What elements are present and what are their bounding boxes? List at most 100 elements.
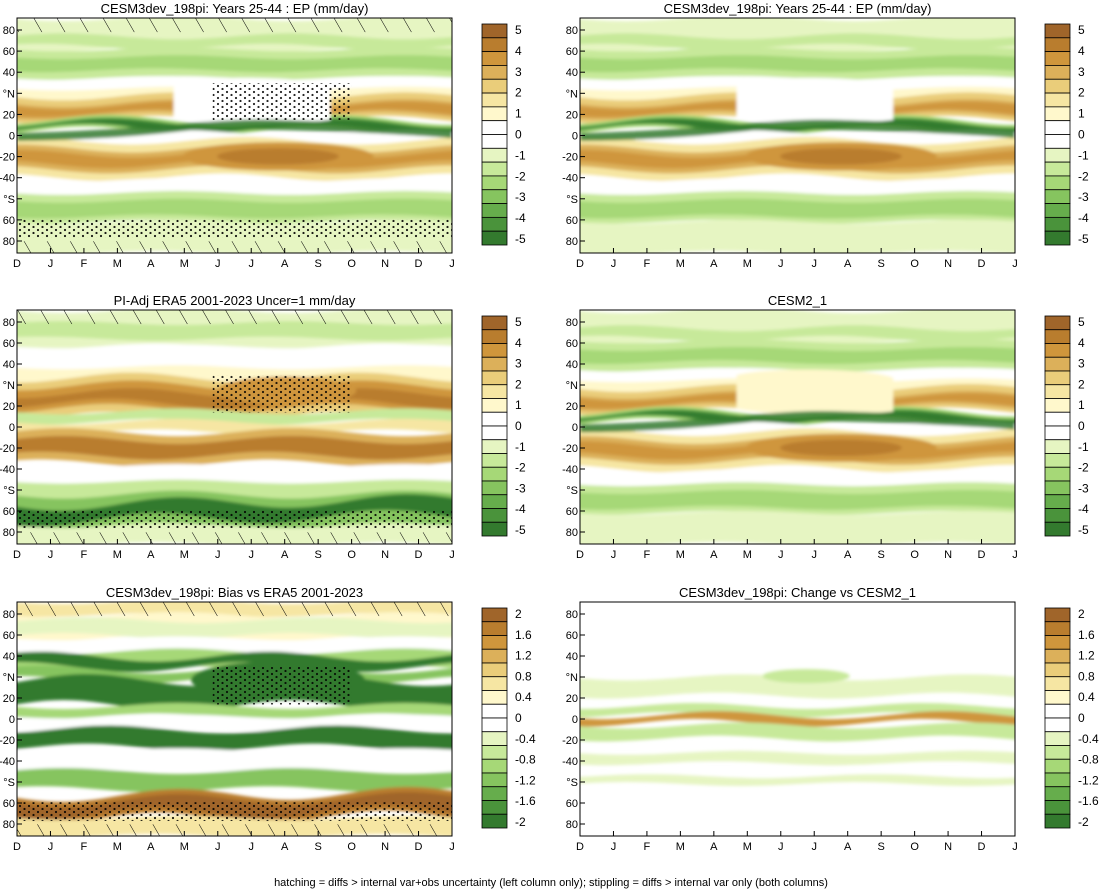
colorbar-box [481,37,508,53]
colorbar-box [1044,813,1071,829]
y-tick-label: °N [3,88,15,100]
colorbar-box [1044,23,1071,39]
x-tick-label: D [13,549,21,561]
colorbar-box [1044,521,1071,537]
colorbar-box [481,772,508,788]
x-tick-label: J [215,549,221,561]
contour-band [17,636,452,654]
x-tick-label: J [811,841,817,853]
colorbar-box [481,521,508,537]
x-tick-label: F [81,841,88,853]
y-tick-label: °N [566,88,578,100]
hatching-north [17,310,452,325]
contour-band [580,177,1015,195]
change-band [580,774,1015,786]
y-tick-label: 40 [566,651,578,663]
colorbar-label: 0 [515,419,522,433]
colorbar-box [1044,772,1071,788]
colorbar-label: 2 [1078,607,1085,621]
x-tick-label: F [644,549,651,561]
colorbar-label: -5 [1078,523,1089,537]
x-tick-label: J [811,549,817,561]
colorbar-box [481,717,508,733]
colorbar-box [481,106,508,122]
x-tick-label: J [811,258,817,270]
x-tick-label: M [180,549,189,561]
panel-6: CESM3dev_198pi: Change vs CESM2_1 D J F M A M J… [562,585,1099,853]
x-tick-label: A [281,258,289,270]
x-tick-label: D [13,841,21,853]
colorbar-box [1044,356,1071,372]
colorbar-box [1044,329,1071,344]
colorbar-label: 2 [1078,86,1085,100]
y-tick-label: 20 [566,693,578,705]
colorbar-label: 2 [515,377,522,391]
y-tick-label: 60 [566,215,578,227]
colorbar-box [481,230,508,246]
y-tick-label: 0 [572,131,578,143]
colorbar-label: -1 [1078,440,1089,454]
colorbar-box [1044,621,1071,636]
x-tick-label: J [1012,258,1018,270]
contour-band [17,418,452,436]
itcz-band [580,411,1015,433]
colorbar-box [481,480,508,496]
colorbar-label: 0.8 [515,669,532,683]
colorbar-box [481,439,508,454]
x-tick-label: J [449,258,455,270]
colorbar-box [481,703,508,719]
x-tick-label: J [449,841,455,853]
colorbar-label: 5 [1078,23,1085,37]
colorbar-label: 1.6 [1078,628,1095,642]
itcz-band [580,119,1015,141]
contour-field [17,310,452,544]
colorbar-box [481,662,508,678]
x-tick-label: N [381,841,389,853]
colorbar-box [1044,745,1071,760]
y-tick-label: 60 [566,46,578,58]
x-tick-label: J [48,258,54,270]
colorbar-label: 4 [515,44,522,58]
change-band [580,750,1015,766]
colorbar-box [481,78,508,94]
colorbar-box [481,147,508,163]
colorbar-box [1044,65,1071,80]
change-band [580,703,1015,719]
y-tick-label: 40 [3,67,15,79]
colorbar-box [481,676,508,691]
colorbar-box [1044,508,1071,523]
contour-band [17,464,452,484]
y-tick-label: 60 [566,630,578,642]
colorbar-box [481,745,508,760]
panel-5: CESM3dev_198pi: Bias vs ERA5 2001-2023 D J… [0,585,536,853]
x-tick-label: N [381,549,389,561]
y-tick-label: -20 [562,443,578,455]
x-tick-label: F [644,258,651,270]
panel-title: CESM3dev_198pi: Years 25-44 : EP (mm/day… [101,1,369,16]
panel-title: PI-Adj ERA5 2001-2023 Uncer=1 mm/day [114,293,356,308]
contour-band [17,725,452,752]
x-tick-label: J [1012,549,1018,561]
colorbar-label: 1.2 [515,649,532,663]
colorbar-label: 0 [1078,711,1085,725]
hatching-north [17,602,452,617]
colorbar-box [481,635,508,650]
colorbar-box [481,134,508,149]
x-tick-label: D [978,841,986,853]
colorbar-box [1044,466,1071,482]
y-tick-label: °S [566,194,578,206]
colorbar-label: -2 [1078,169,1089,183]
y-tick-label: 20 [3,693,15,705]
stippling-south [17,510,452,529]
colorbar-label: -3 [1078,481,1089,495]
y-tick-label: 20 [566,109,578,121]
x-tick-label: M [113,258,122,270]
contour-band [17,344,452,370]
change-band [580,722,1015,742]
x-tick-label: O [347,549,356,561]
x-tick-label: D [13,258,21,270]
colorbar-box [1044,161,1071,177]
subtropical-core [217,148,339,165]
colorbar-label: 3 [515,357,522,371]
